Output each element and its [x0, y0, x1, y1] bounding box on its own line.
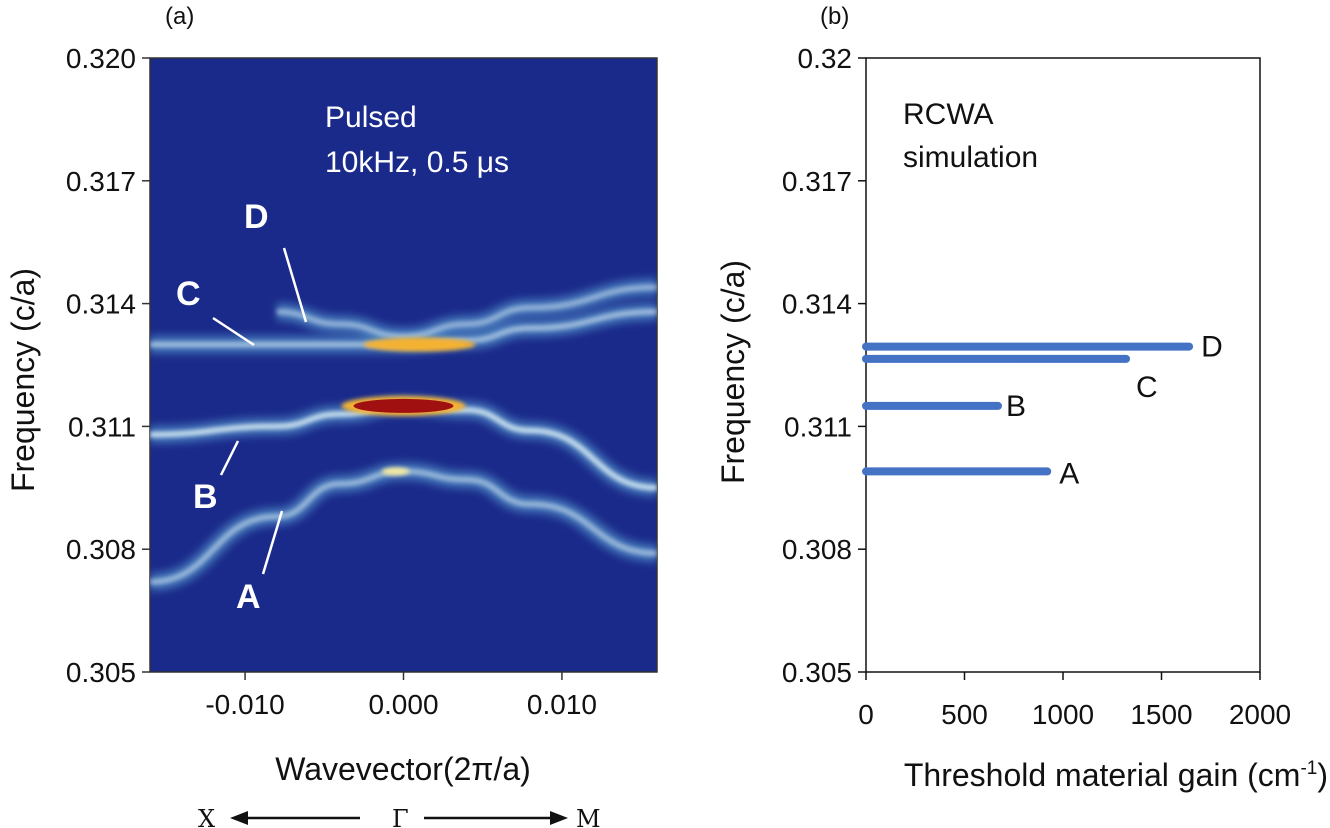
mode-label-c-a: C [176, 275, 201, 313]
y-tick-label-a: 0.305 [66, 657, 136, 688]
mode-a-leader-line [261, 510, 284, 575]
x-tick-label-a: 0.000 [368, 689, 438, 720]
gain-bar-label-b: B [1006, 390, 1026, 423]
x-axis-label-b-sup: -1 [1300, 758, 1317, 779]
y-tick-label-a: 0.320 [66, 43, 136, 74]
mode-label-b-a: B [193, 478, 218, 516]
panel-b: (b) 0.305 0.308 0.311 0.314 0.317 0.32 0 500 100… [715, 3, 1328, 793]
x-tick-label-b: 500 [941, 699, 988, 730]
y-tick-label-b: 0.305 [782, 657, 852, 688]
mode-label-d-a: D [244, 198, 269, 236]
x-axis-label-b-main: Threshold material gain (cm [904, 757, 1301, 793]
y-tick-label-b: 0.32 [798, 43, 853, 74]
y-tick-label-a: 0.314 [66, 289, 136, 320]
simulation-annotation: simulation [903, 141, 1038, 174]
band-a-hotspot [381, 467, 410, 476]
x-tick-label-b: 1000 [1032, 699, 1094, 730]
y-tick-label-b: 0.317 [782, 166, 852, 197]
axis-ticks-b: 0.305 0.308 0.311 0.314 0.317 0.32 0 500 1000 150… [782, 43, 1291, 730]
heatmap-bands [150, 278, 657, 591]
heatmap-plot-area [149, 57, 658, 673]
gain-bar-label-a: A [1059, 457, 1079, 490]
band-b-peak [353, 398, 454, 413]
panel-a: (a) 0.305 0.308 0.311 0.314 0.317 0.320 -0.010… [5, 3, 658, 828]
y-axis-label-b: Frequency (c/a) [715, 260, 751, 484]
x-tick-label-a: 0.010 [527, 689, 597, 720]
panel-b-label: (b) [820, 3, 849, 30]
x-axis-label-b-end: ) [1317, 757, 1328, 793]
mode-label-a-a: A [236, 578, 261, 616]
gain-bars: A B C D [862, 331, 1223, 490]
y-axis-label-a: Frequency (c/a) [5, 268, 41, 492]
gain-bar-label-d: D [1201, 331, 1223, 364]
rcwa-annotation: RCWA [903, 98, 994, 131]
y-tick-label-b: 0.314 [782, 289, 852, 320]
x-tick-label-b: 0 [858, 699, 874, 730]
direction-gamma-label: Γ [392, 805, 409, 828]
panel-a-label: (a) [165, 3, 194, 30]
direction-m-label: M [576, 805, 601, 828]
band-line-d [276, 284, 657, 340]
x-axis-label-a: Wavevector(2π/a) [275, 751, 531, 787]
mode-d-leader-line [282, 247, 308, 323]
direction-x-label: X [198, 805, 215, 828]
y-tick-label-a: 0.317 [66, 166, 136, 197]
bar-plot-area [865, 57, 1261, 673]
pulsed-annotation: Pulsed [325, 101, 417, 134]
pulse-params-annotation: 10kHz, 0.5 μs [325, 146, 509, 179]
axis-ticks-a: 0.305 0.308 0.311 0.314 0.317 0.320 -0.010 0.00… [66, 43, 597, 720]
x-tick-label-a: -0.010 [205, 689, 284, 720]
arrow-right-icon [550, 811, 568, 825]
mode-b-leader-line [219, 440, 240, 476]
mode-c-leader-line [212, 316, 255, 347]
y-tick-label-a: 0.308 [66, 534, 136, 565]
arrow-left-icon [230, 811, 248, 825]
band-c-hotspot [363, 337, 476, 352]
gain-bar-label-c: C [1136, 371, 1158, 404]
x-tick-label-b: 2000 [1229, 699, 1291, 730]
y-tick-label-a: 0.311 [68, 411, 136, 442]
y-tick-label-b: 0.308 [782, 534, 852, 565]
x-axis-label-b: Threshold material gain (cm-1) [904, 757, 1328, 793]
y-tick-label-b: 0.311 [784, 411, 852, 442]
x-tick-label-b: 1500 [1130, 699, 1192, 730]
